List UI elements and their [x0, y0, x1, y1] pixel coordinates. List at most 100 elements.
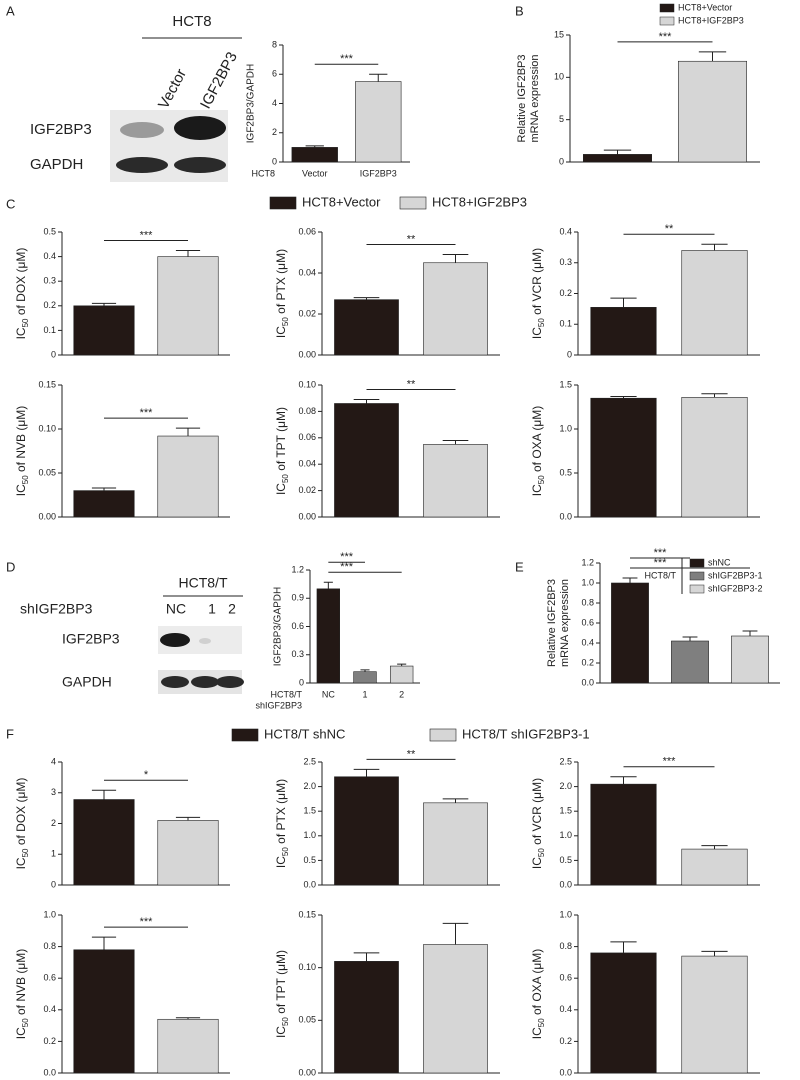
bar: [611, 582, 649, 684]
y-tick-label: 0: [51, 879, 56, 889]
y-tick-label: 1.0: [303, 830, 316, 840]
y-tick-label: 0.5: [559, 467, 572, 477]
y-tick-label: 5: [559, 114, 564, 124]
error-bar: [701, 845, 728, 850]
y-tick-label: 10: [554, 72, 564, 82]
bar: [423, 262, 488, 356]
legend-swatch: [659, 3, 675, 13]
significance-label: ***: [654, 547, 668, 559]
y-tick-label: 0.00: [298, 349, 316, 359]
significance-label: **: [407, 748, 416, 760]
y-tick-label: 0.4: [581, 637, 594, 647]
bar: [316, 588, 341, 684]
y-axis-label-part: IC: [274, 326, 288, 338]
bar: [677, 60, 747, 163]
y-axis-label-part: of VCR (μM): [530, 778, 544, 848]
y-axis-label: Relative IGF2BP3: [516, 54, 528, 142]
bar: [291, 147, 338, 163]
error-bar: [353, 297, 380, 300]
error-bar: [91, 487, 117, 491]
y-axis-label: IC50 of NVB (μM): [14, 949, 30, 1040]
error-bar: [442, 922, 469, 945]
y-axis-label-part: of NVB (μM): [14, 406, 28, 476]
bar: [157, 820, 219, 886]
panel-letter: E: [515, 559, 524, 574]
y-tick-label: 1.0: [581, 577, 594, 587]
bar: [590, 783, 657, 886]
y-tick-label: 4: [51, 756, 56, 766]
error-bar: [682, 636, 698, 641]
y-tick-label: 0.10: [38, 423, 56, 433]
error-bar: [353, 399, 380, 404]
significance-label: *: [144, 769, 149, 781]
y-tick-label: 0.6: [559, 973, 572, 983]
x-row-label: HCT8: [251, 168, 275, 178]
legend-label: HCT8/T shNC: [264, 726, 345, 741]
error-bar: [305, 145, 324, 148]
panel-letter: D: [6, 559, 15, 574]
significance-label: ***: [659, 31, 673, 43]
bar: [681, 250, 748, 356]
y-tick-label: 0.08: [298, 406, 316, 416]
y-axis-label-part: IC: [530, 857, 544, 869]
y-axis-label-part: 50: [537, 1018, 546, 1027]
y-tick-label: 0.00: [38, 511, 56, 521]
y-tick-label: 0.3: [291, 649, 304, 659]
y-tick-label: 6: [272, 69, 277, 79]
y-tick-label: 0.15: [298, 909, 316, 919]
error-bar: [610, 941, 637, 953]
error-bar: [175, 816, 201, 821]
y-axis-label-part: IC: [530, 1027, 544, 1039]
x-tick-label: 1: [362, 689, 367, 699]
legend-label: HCT8+IGF2BP3: [432, 194, 527, 209]
bar: [334, 961, 399, 1074]
error-bar: [175, 427, 201, 437]
bar: [731, 635, 769, 684]
blot-lane-label: 1: [208, 601, 216, 617]
blot-band: [160, 633, 190, 647]
legend-label: HCT8+Vector: [678, 2, 732, 12]
legend-swatch: [231, 728, 259, 742]
blot-band: [174, 116, 226, 140]
panel-letter: C: [6, 196, 15, 211]
x-tick-label: 2: [399, 689, 404, 699]
y-tick-label: 0.00: [298, 511, 316, 521]
error-bar: [175, 1017, 201, 1020]
y-tick-label: 2: [272, 127, 277, 137]
y-tick-label: 8: [272, 39, 277, 49]
y-tick-label: 0: [567, 349, 572, 359]
bar: [73, 949, 135, 1074]
y-axis-label: IC50 of OXA (μM): [530, 406, 546, 497]
blot-lane-label: Vector: [155, 66, 190, 112]
y-axis-label-part: IC: [530, 327, 544, 339]
error-bar: [353, 952, 380, 962]
y-tick-label: 0.9: [291, 593, 304, 603]
bar: [582, 154, 652, 163]
blot-lane-label: 2: [228, 601, 236, 617]
y-axis-label-part: 50: [21, 475, 30, 484]
y-tick-label: 0.00: [298, 1067, 316, 1077]
error-bar: [442, 254, 469, 263]
significance-label: **: [407, 378, 416, 390]
y-tick-label: 0.5: [559, 855, 572, 865]
y-tick-label: 0.8: [581, 597, 594, 607]
y-axis-label-part: of VCR (μM): [530, 248, 544, 318]
y-tick-label: 0.2: [43, 1036, 56, 1046]
y-tick-label: 15: [554, 29, 564, 39]
y-tick-label: 0.0: [559, 1067, 572, 1077]
y-axis-label-part: IC: [274, 483, 288, 495]
y-axis-label-part: of DOX (μM): [14, 248, 28, 319]
error-bar: [175, 249, 201, 257]
significance-label: ***: [340, 551, 354, 563]
blot-band: [161, 676, 189, 688]
legend-label: HCT8+IGF2BP3: [678, 15, 744, 25]
y-axis-label: IC50 of TPT (μM): [274, 950, 290, 1038]
y-axis-label-part: IC: [14, 1027, 28, 1039]
bar: [73, 490, 135, 518]
bar: [355, 81, 402, 163]
y-tick-label: 1.0: [43, 909, 56, 919]
x-tick-label: NC: [322, 689, 335, 699]
y-tick-label: 0.06: [298, 432, 316, 442]
bar: [590, 952, 657, 1074]
error-bar: [369, 73, 388, 82]
